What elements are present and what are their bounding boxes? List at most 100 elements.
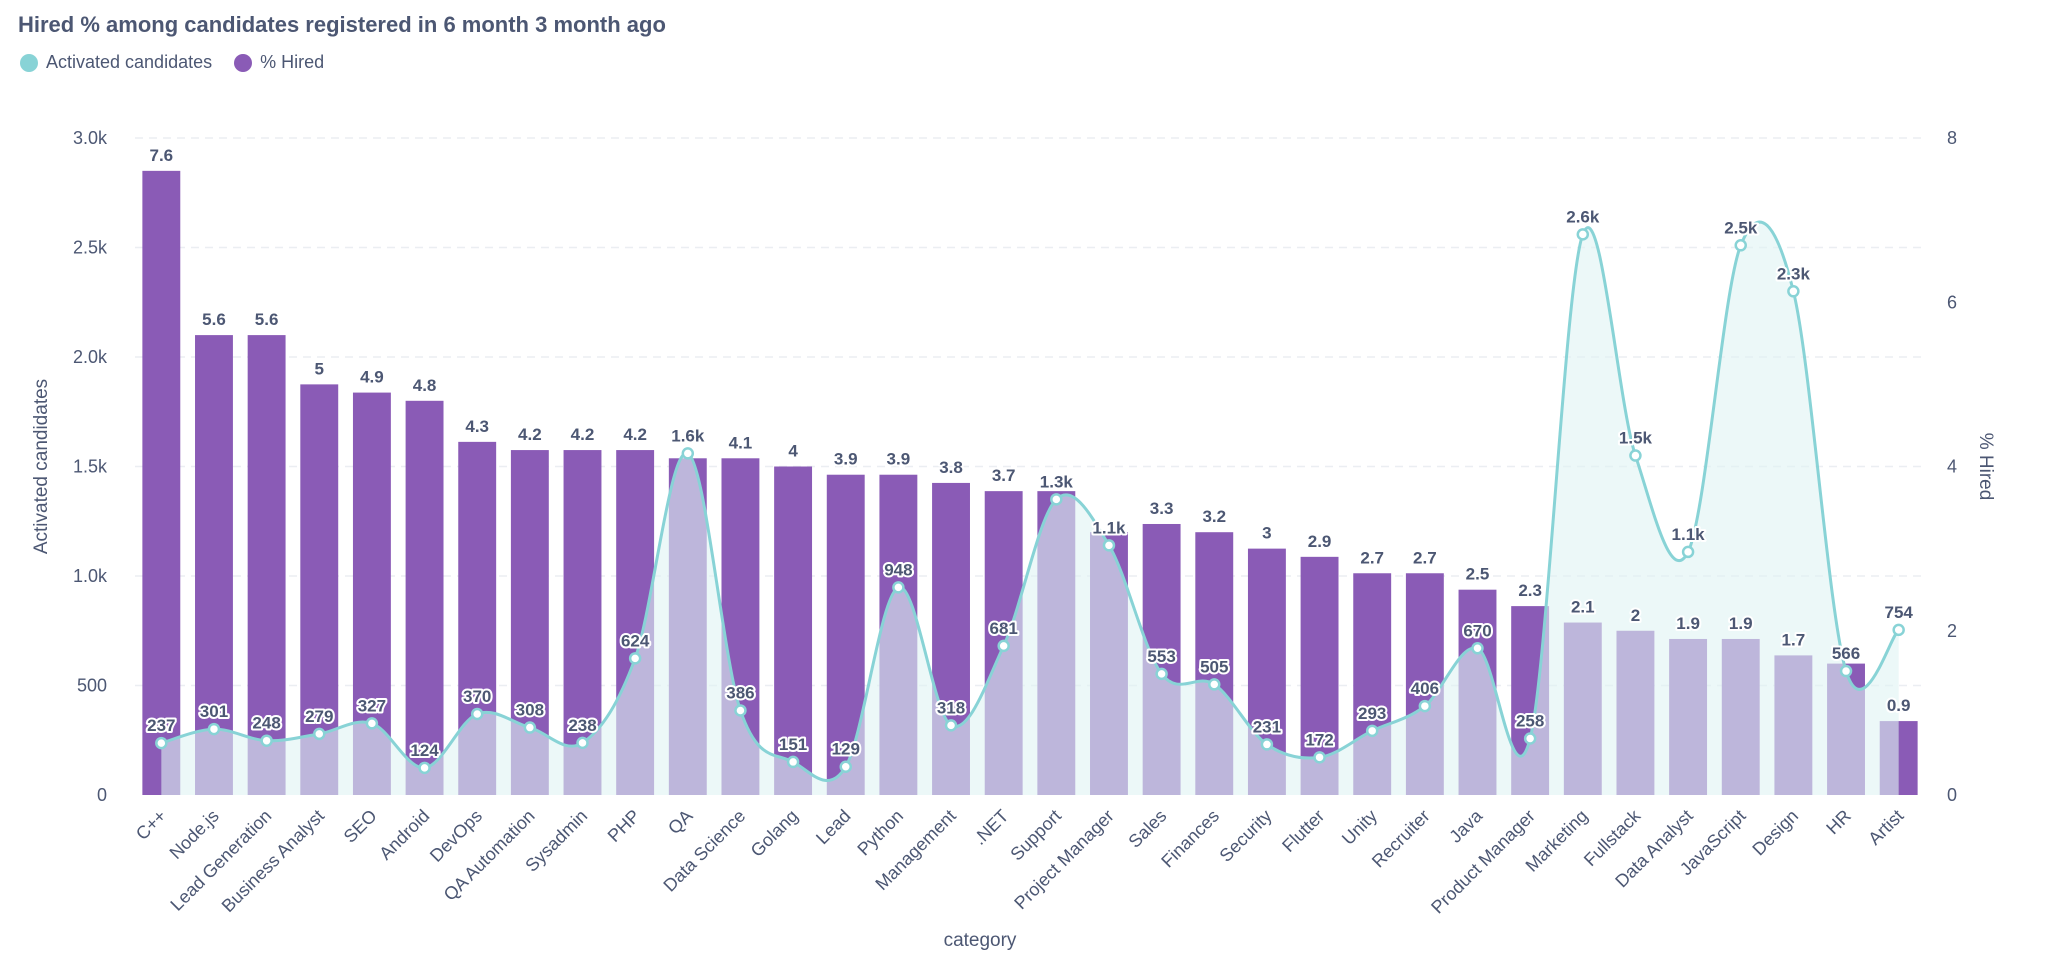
bar-value-label: 4.1 — [729, 433, 753, 452]
activated-value-label: 124 — [410, 741, 439, 760]
activated-point — [1734, 239, 1747, 252]
legend-label-activated: Activated candidates — [46, 52, 213, 72]
activated-value-label: 327 — [358, 696, 386, 715]
bar-value-label: 4.2 — [623, 425, 647, 444]
activated-point — [1418, 699, 1432, 713]
activated-value-label: 370 — [463, 687, 491, 706]
activated-value-label: 386 — [726, 683, 754, 702]
activated-point — [1681, 545, 1695, 559]
activated-value-label: 237 — [147, 716, 175, 735]
activated-point — [1839, 664, 1853, 678]
x-tick-label: Golang — [747, 806, 802, 861]
activated-point — [786, 755, 800, 769]
x-tick-label: Unity — [1338, 806, 1381, 849]
activated-point — [997, 639, 1010, 653]
bar-lead-generation — [247, 335, 286, 795]
x-tick-label: .NET — [969, 806, 1012, 849]
activated-point — [260, 734, 273, 747]
activated-point — [1313, 751, 1326, 764]
activated-point — [1155, 667, 1168, 681]
bar-value-label: 4.3 — [465, 417, 489, 436]
activated-value-label: 754 — [1884, 603, 1913, 622]
activated-point — [365, 717, 379, 730]
activated-point — [313, 727, 326, 741]
activated-value-label: 308 — [516, 701, 544, 720]
x-tick-label: Lead — [812, 806, 854, 848]
x-tick-label: Android — [375, 806, 433, 864]
x-tick-label: Flutter — [1278, 806, 1328, 856]
activated-value-label: 670 — [1463, 621, 1491, 640]
legend-item-activated[interactable]: Activated candidates — [20, 52, 212, 73]
x-tick-label: Sales — [1124, 806, 1170, 852]
x-tick-label: Java — [1445, 805, 1487, 847]
x-tick-label: C++ — [132, 806, 170, 844]
x-tick-label: Finances — [1157, 806, 1223, 872]
activated-value-label: 681 — [989, 619, 1017, 638]
bar-value-label: 2.1 — [1571, 598, 1595, 617]
x-tick-label: Project Manager — [1010, 806, 1118, 914]
chart-title: Hired % among candidates registered in 6… — [18, 12, 666, 37]
activated-point — [418, 761, 431, 775]
y-tick-left: 2.5k — [73, 238, 108, 258]
y-tick-left: 1.0k — [73, 566, 108, 586]
bar-value-label: 2.9 — [1308, 532, 1332, 551]
bar-value-label: 2.7 — [1413, 548, 1437, 567]
bar-value-label: 3.9 — [834, 450, 858, 469]
x-tick-label: QA Automation — [440, 806, 539, 905]
legend-item-hired[interactable]: % Hired — [234, 52, 324, 73]
activated-point — [1787, 285, 1800, 298]
activated-point — [1523, 732, 1537, 745]
x-tick-label: SEO — [340, 806, 381, 847]
bar-value-label: 1.9 — [1729, 614, 1753, 633]
activated-point — [734, 704, 747, 717]
activated-value-label: 505 — [1200, 657, 1228, 676]
y-tick-right: 0 — [1947, 785, 1957, 805]
activated-point — [155, 736, 168, 750]
activated-value-label: 406 — [1411, 679, 1439, 698]
y-tick-left: 0 — [97, 785, 107, 805]
bar-value-label: 1.7 — [1782, 630, 1806, 649]
bar-node-js — [195, 335, 233, 795]
activated-value-label: 624 — [621, 631, 650, 650]
bar-android — [405, 400, 444, 795]
activated-point — [1260, 738, 1274, 751]
activated-value-label: 318 — [937, 698, 965, 717]
activated-point — [839, 760, 852, 773]
legend: Activated candidates % Hired — [20, 52, 324, 73]
activated-value-label: 553 — [1147, 647, 1175, 666]
bar-value-label: 5 — [315, 359, 324, 378]
bar-value-label: 3.7 — [992, 466, 1016, 485]
activated-point — [892, 581, 905, 594]
activated-point — [1050, 493, 1063, 506]
bar-c- — [142, 170, 181, 796]
activated-value-label: 2.3k — [1777, 264, 1811, 283]
y-tick-left: 3.0k — [73, 128, 108, 148]
bar-value-label: 1.9 — [1676, 614, 1700, 633]
activated-point — [628, 652, 642, 665]
bar-value-label: 4.8 — [413, 376, 437, 395]
activated-point — [1892, 623, 1905, 637]
bar-value-label: 7.6 — [150, 146, 174, 165]
activated-value-label: 2.5k — [1724, 218, 1758, 237]
activated-value-label: 151 — [779, 735, 807, 754]
activated-value-label: 1.5k — [1619, 429, 1653, 448]
activated-point — [1208, 678, 1221, 691]
activated-area — [161, 222, 1899, 795]
legend-swatch-activated — [20, 53, 38, 72]
bar-value-label: 2.5 — [1466, 565, 1490, 584]
y-tick-left: 2.0k — [73, 347, 108, 367]
activated-value-label: 1.3k — [1040, 472, 1074, 491]
bar-value-label: 4.9 — [360, 368, 384, 387]
activated-point — [1365, 724, 1379, 738]
activated-value-label: 258 — [1516, 711, 1544, 730]
activated-point — [207, 722, 221, 736]
x-tick-label: HR — [1822, 806, 1855, 839]
bar-value-label: 5.6 — [202, 310, 226, 329]
activated-point — [944, 719, 958, 732]
activated-value-label: 238 — [568, 716, 596, 735]
bar-value-label: 3.9 — [887, 450, 911, 469]
activated-value-label: 129 — [832, 740, 860, 759]
y-tick-right: 4 — [1947, 457, 1957, 477]
activated-value-label: 1.1k — [1092, 518, 1126, 537]
